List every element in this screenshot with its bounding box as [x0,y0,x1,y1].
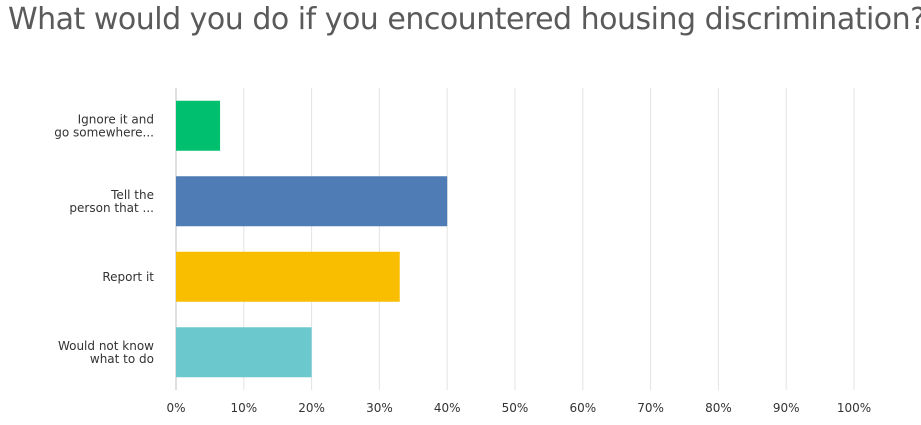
x-tick-labels: 0% 10% 20% 30% 40% 50% 60% 70% 80% 90% 100% [166,401,871,415]
x-tick-label: 50% [502,401,529,415]
x-tick-label: 80% [705,401,732,415]
x-tick-label: 60% [569,401,596,415]
bar [176,176,448,227]
x-tick-label: 30% [366,401,393,415]
bars [176,100,448,378]
bar [176,327,312,378]
grid-lines [175,88,855,390]
category-label: Would not know what to do [58,339,154,366]
chart-title: What would you do if you encountered hou… [8,2,921,37]
x-tick-label: 40% [434,401,461,415]
x-tick-label: 20% [298,401,325,415]
category-label: Report it [102,270,154,284]
x-tick-label: 70% [637,401,664,415]
category-label: Ignore it and go somewhere... [54,112,154,139]
category-labels: Ignore it and go somewhere... Tell the pers… [54,112,154,366]
x-tick-label: 0% [166,401,185,415]
x-tick-label: 100% [837,401,871,415]
category-label: Tell the person that ... [69,188,154,215]
bar [176,100,221,151]
x-tick-label: 10% [230,401,257,415]
x-tick-label: 90% [773,401,800,415]
bar [176,251,400,302]
